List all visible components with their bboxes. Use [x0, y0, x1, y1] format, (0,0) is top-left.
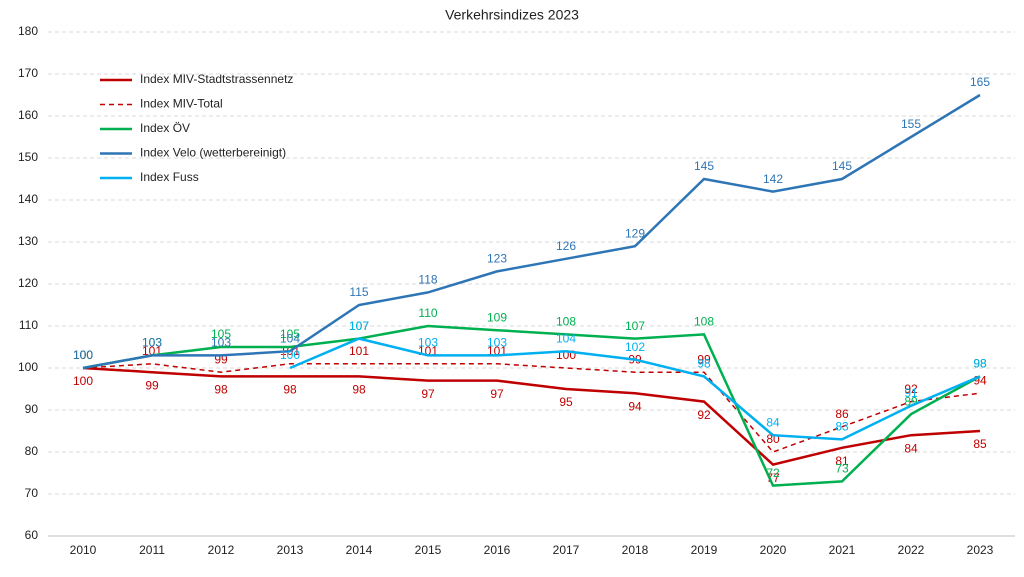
data-label: 92: [697, 408, 711, 422]
data-label: 110: [418, 306, 437, 320]
x-tick-label: 2013: [277, 543, 304, 557]
x-tick-label: 2023: [967, 543, 994, 557]
y-tick-label: 100: [18, 360, 38, 374]
data-label: 92: [904, 382, 918, 396]
legend-label: Index Fuss: [140, 170, 199, 184]
data-label: 103: [142, 336, 162, 350]
legend-label: Index ÖV: [140, 121, 190, 135]
legend-label: Index Velo (wetterbereinigt): [140, 146, 286, 160]
data-label: 105: [211, 327, 231, 341]
legend-label: Index MIV-Stadtstrassennetz: [140, 72, 293, 86]
series-line: [289, 337, 981, 441]
data-label: 104: [280, 331, 300, 345]
data-label: 104: [556, 331, 576, 345]
data-label: 129: [625, 226, 645, 240]
data-label: 99: [145, 378, 159, 392]
data-label: 142: [763, 172, 783, 186]
x-tick-label: 2014: [346, 543, 373, 557]
data-label: 98: [214, 383, 228, 397]
y-tick-label: 150: [18, 150, 38, 164]
y-tick-label: 70: [25, 486, 39, 500]
data-label: 100: [73, 348, 93, 362]
data-label: 73: [835, 462, 849, 476]
x-tick-label: 2010: [70, 543, 97, 557]
data-label: 115: [349, 285, 368, 299]
data-label: 100: [280, 348, 300, 362]
data-label: 118: [418, 273, 437, 287]
y-tick-label: 180: [18, 24, 38, 38]
data-label: 94: [628, 399, 642, 413]
data-label: 101: [349, 344, 369, 358]
data-label: 145: [832, 159, 852, 173]
data-label: 84: [766, 415, 780, 429]
y-tick-label: 80: [25, 444, 39, 458]
data-label: 86: [835, 407, 849, 421]
data-label: 107: [349, 319, 369, 333]
x-tick-label: 2018: [622, 543, 649, 557]
data-label: 98: [973, 357, 987, 371]
data-label: 102: [625, 340, 645, 354]
data-label: 98: [352, 383, 366, 397]
x-tick-label: 2011: [139, 543, 165, 557]
data-label: 108: [694, 315, 714, 329]
y-tick-label: 130: [18, 234, 38, 248]
series-line: [82, 93, 981, 370]
data-label: 100: [73, 374, 93, 388]
chart-title: Verkehrsindizes 2023: [445, 7, 579, 23]
y-tick-label: 60: [25, 528, 39, 542]
data-label: 103: [211, 336, 231, 350]
data-label: 105: [280, 327, 300, 341]
x-tick-label: 2019: [691, 543, 718, 557]
data-label: 72: [766, 466, 780, 480]
series-line: [82, 324, 981, 487]
data-label: 91: [904, 386, 918, 400]
data-label: 97: [421, 387, 435, 401]
x-tick-label: 2016: [484, 543, 511, 557]
x-tick-label: 2012: [208, 543, 235, 557]
x-tick-label: 2022: [898, 543, 925, 557]
legend-label: Index MIV-Total: [140, 97, 223, 111]
y-tick-label: 90: [25, 402, 39, 416]
data-label: 123: [487, 252, 507, 266]
data-label: 100: [73, 348, 93, 362]
data-label: 145: [694, 159, 714, 173]
data-label: 126: [556, 239, 576, 253]
data-label: 83: [835, 420, 849, 434]
data-label: 103: [418, 336, 438, 350]
data-label: 98: [973, 357, 987, 371]
data-label: 97: [490, 387, 504, 401]
y-tick-label: 170: [18, 66, 38, 80]
y-tick-label: 120: [18, 276, 38, 290]
x-tick-label: 2020: [760, 543, 787, 557]
y-tick-label: 110: [19, 318, 38, 332]
data-label: 95: [559, 395, 573, 409]
data-label: 98: [697, 357, 711, 371]
data-label: 109: [487, 310, 507, 324]
data-label: 85: [973, 437, 987, 451]
data-label: 98: [283, 383, 297, 397]
data-label: 103: [142, 336, 162, 350]
series-line: [82, 366, 981, 466]
data-label: 99: [697, 352, 711, 366]
data-label: 100: [73, 348, 93, 362]
y-tick-label: 140: [18, 192, 38, 206]
data-label: 107: [349, 319, 369, 333]
x-tick-label: 2017: [553, 543, 580, 557]
data-label: 94: [973, 373, 987, 387]
x-tick-label: 2021: [829, 543, 856, 557]
data-label: 155: [901, 117, 921, 131]
data-label: 107: [625, 319, 645, 333]
y-tick-label: 160: [18, 108, 38, 122]
data-label: 108: [556, 315, 576, 329]
data-label: 81: [835, 454, 849, 468]
data-label: 165: [970, 75, 990, 89]
data-label: 103: [487, 336, 507, 350]
x-tick-label: 2015: [415, 543, 442, 557]
data-label: 84: [904, 441, 918, 455]
